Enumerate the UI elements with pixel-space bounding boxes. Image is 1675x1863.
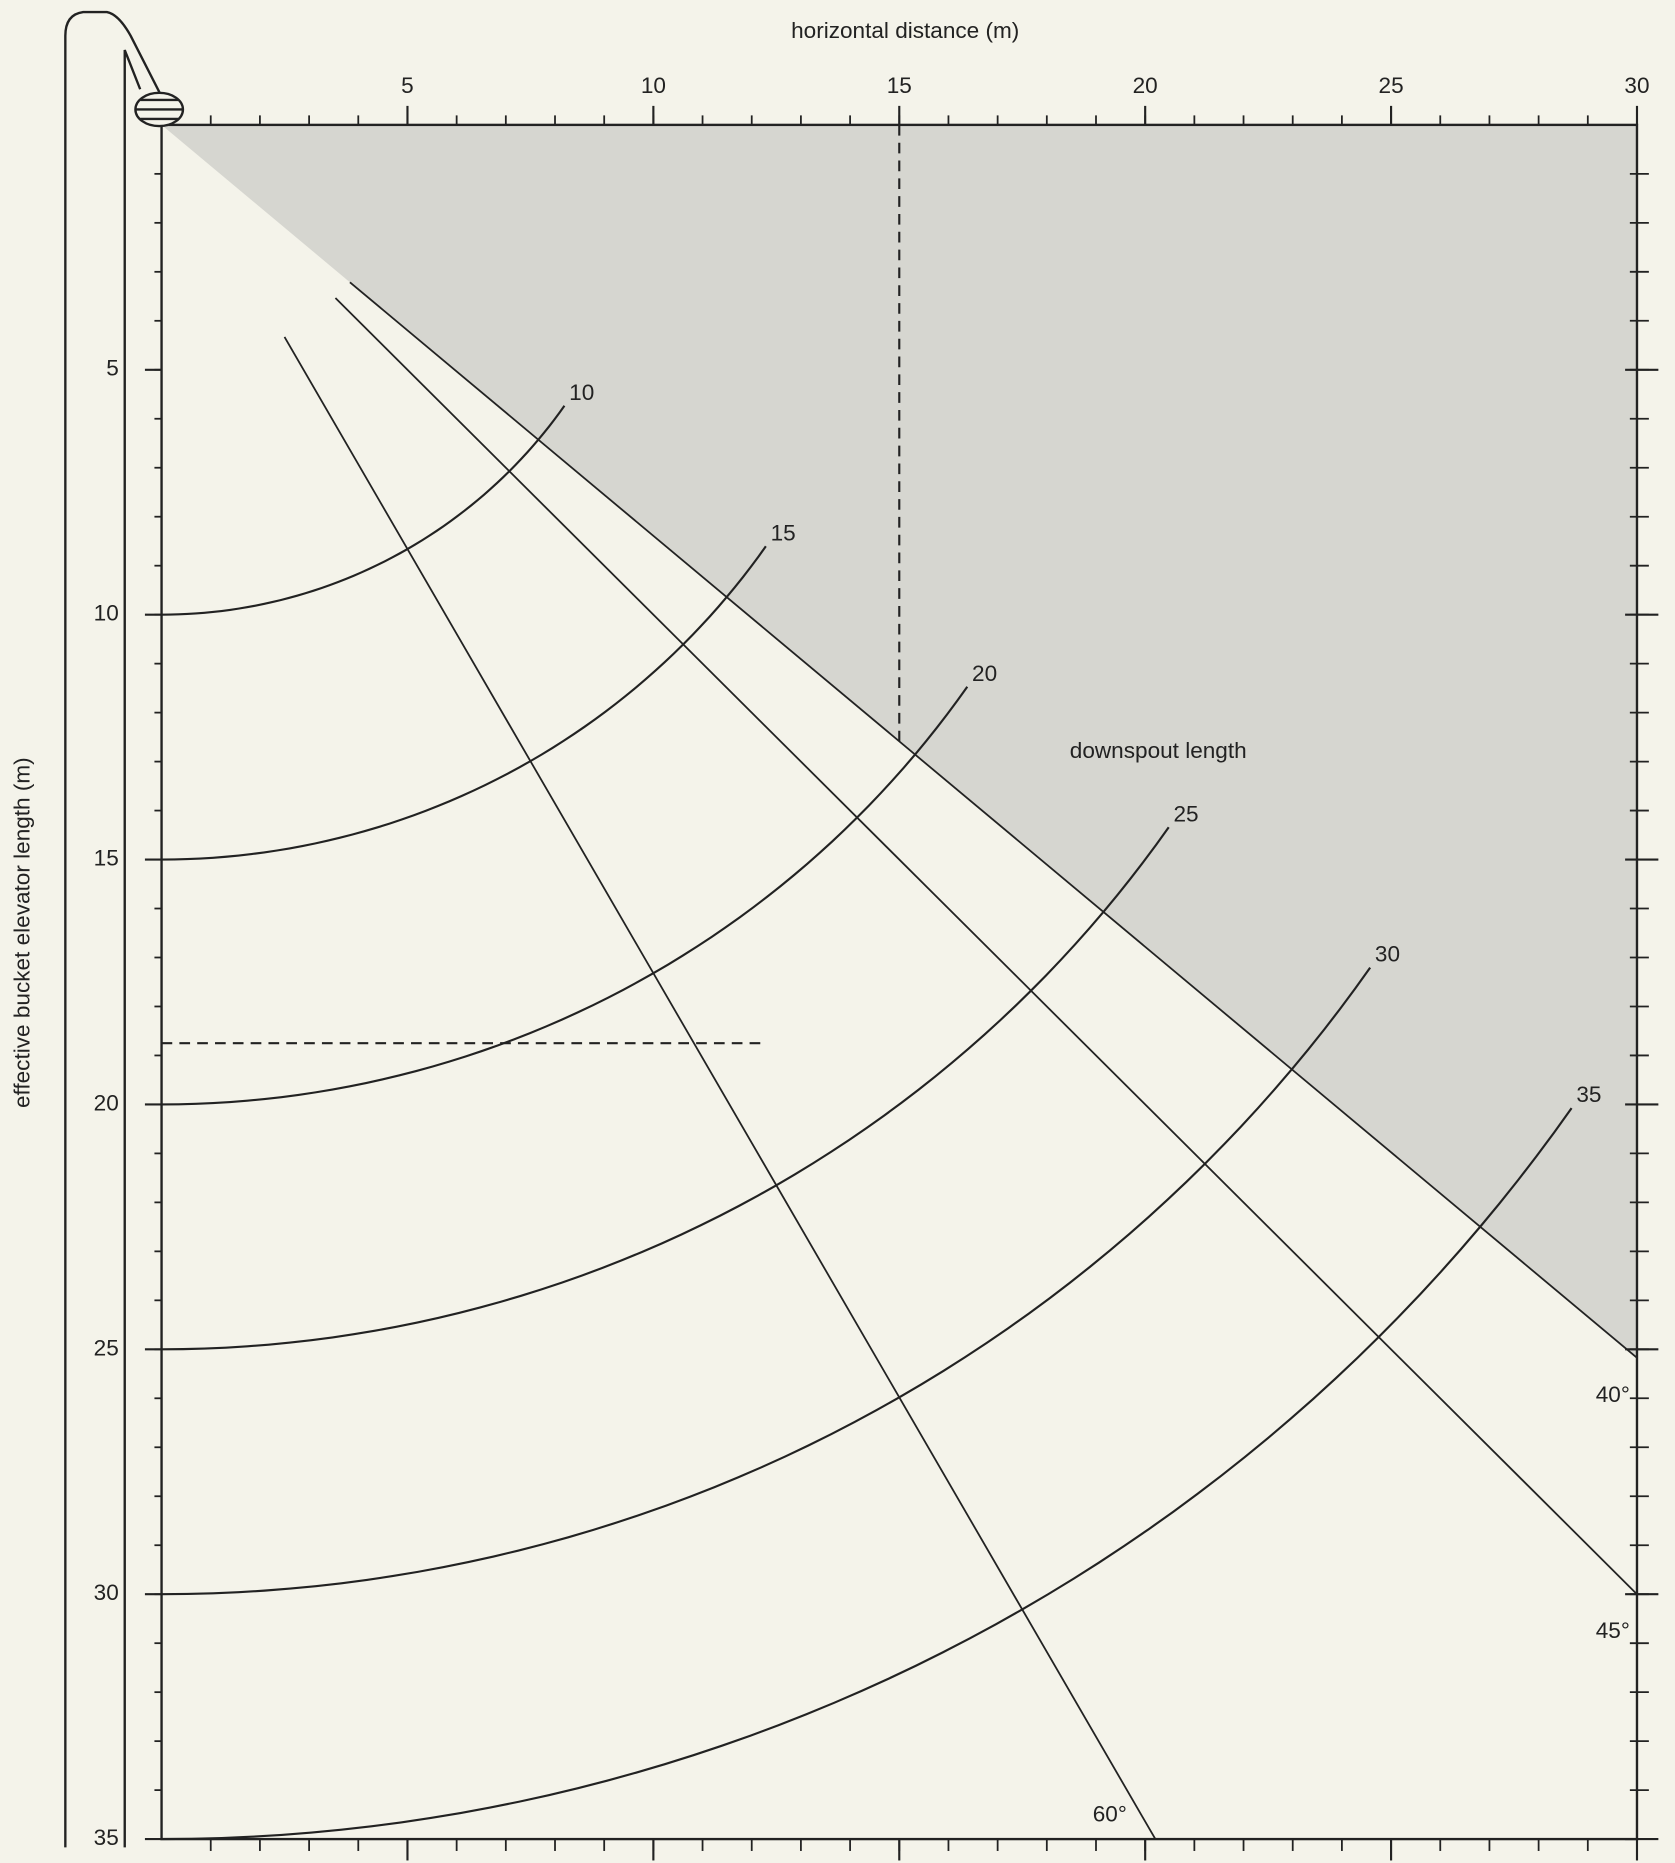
annotation: downspout length: [1070, 738, 1247, 763]
angle-label: 40°: [1596, 1382, 1630, 1407]
arc-label: 10: [569, 380, 594, 405]
y-tick-label: 5: [106, 356, 119, 381]
x-tick-label: 20: [1133, 73, 1158, 98]
downspout-arc: [161, 405, 566, 616]
angle-line: [283, 336, 1157, 1840]
arc-label: 30: [1375, 942, 1400, 967]
downspout-arc: [161, 826, 1170, 1351]
angle-line: [349, 281, 1638, 1359]
arc-label: 20: [972, 661, 997, 686]
x-tick-label: 10: [641, 73, 666, 98]
elevator-drawing: [64, 10, 185, 1848]
y-tick-label: 10: [94, 601, 119, 626]
downspout-arc: [161, 967, 1372, 1596]
y-tick-label: 20: [94, 1090, 119, 1115]
y-tick-label: 30: [94, 1580, 119, 1605]
angle-label: 60°: [1093, 1801, 1127, 1826]
downspout-arc: [161, 686, 969, 1106]
y-tick-label: 15: [94, 846, 119, 871]
angle-line: [334, 297, 1638, 1595]
x-tick-label: 5: [401, 73, 414, 98]
y-axis-title: effective bucket elevator length (m): [10, 757, 35, 1108]
y-tick-label: 35: [94, 1825, 119, 1850]
angle-label: 45°: [1596, 1618, 1630, 1643]
downspout-arc: [161, 545, 767, 861]
y-tick-label: 25: [94, 1335, 119, 1360]
arc-label: 15: [771, 520, 796, 545]
x-axis-title: horizontal distance (m): [791, 18, 1019, 43]
x-tick-label: 25: [1379, 73, 1404, 98]
x-tick-label: 30: [1624, 73, 1649, 98]
arc-label: 25: [1173, 801, 1198, 826]
downspout-arc: [161, 1107, 1573, 1841]
x-tick-label: 15: [887, 73, 912, 98]
arc-label: 35: [1576, 1082, 1601, 1107]
plot-area: 10 15 20 25 30 35 40° 45° 60° 5 10 15 20 25 30 5 10 15 20 2…: [94, 73, 1659, 1861]
